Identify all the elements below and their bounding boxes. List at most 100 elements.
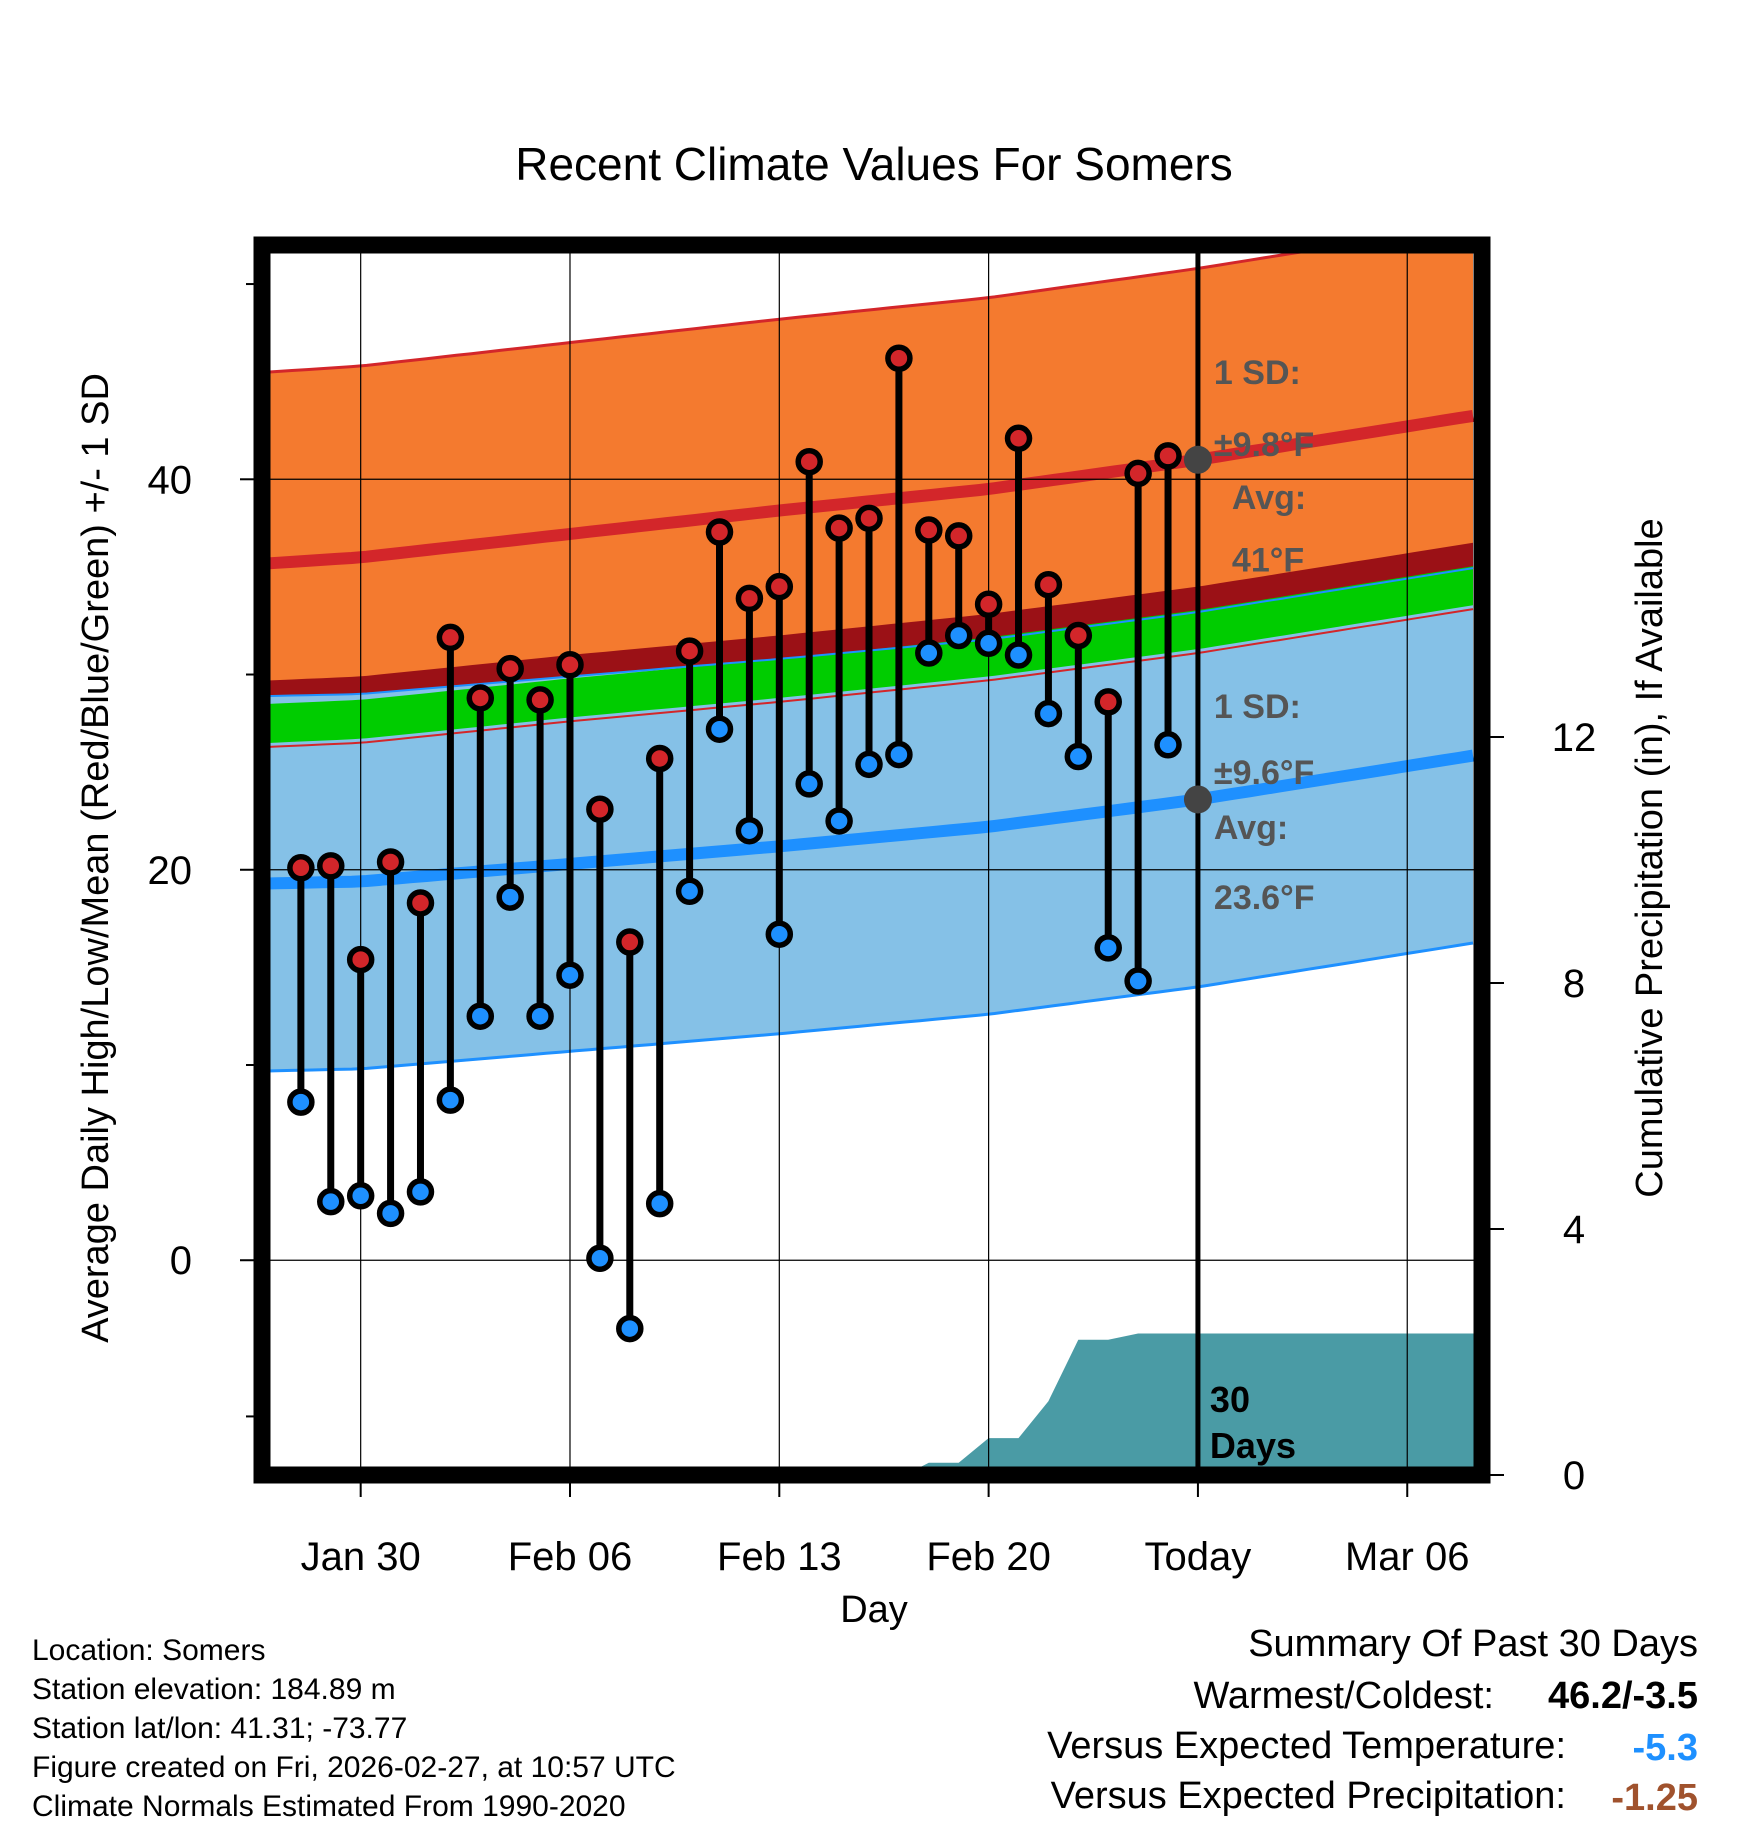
footer-elevation: Station elevation: 184.89 m: [32, 1673, 396, 1706]
daily-low-marker: [855, 750, 883, 779]
daily-high-marker: [795, 447, 823, 476]
low-sd-lower-line: [262, 941, 1474, 1073]
daily-low-marker: [974, 629, 1003, 658]
y2-tick-label: 4: [1563, 1208, 1585, 1252]
summary-precip-value: -1.25: [1611, 1777, 1698, 1819]
daily-low-marker: [885, 740, 913, 769]
daily-low-marker: [1154, 731, 1182, 759]
high-avg-value: 41°F: [1232, 541, 1304, 579]
x-tick-label: Today: [1145, 1535, 1252, 1579]
y-tick-label: 20: [148, 849, 193, 893]
low-avg-today-marker: [1183, 785, 1212, 814]
daily-low-marker: [944, 621, 973, 650]
summary-block: Summary Of Past 30 Days Warmest/Coldest:…: [1047, 1623, 1698, 1819]
daily-low-marker: [1004, 641, 1033, 669]
summary-temp-value: -5.3: [1633, 1727, 1698, 1769]
daily-high-marker: [1154, 442, 1182, 470]
daily-low-marker: [287, 1088, 315, 1116]
daily-low-marker: [406, 1178, 435, 1206]
footer-location: Location: Somers: [32, 1634, 265, 1667]
daily-high-marker: [1004, 424, 1033, 453]
daily-high-marker: [436, 623, 465, 652]
daily-low-marker: [616, 1314, 644, 1343]
daily-high-marker: [885, 344, 913, 372]
daily-low-marker: [1094, 934, 1122, 962]
daily-markers: [287, 344, 1182, 1343]
summary-warm-cold-value: 46.2/-3.5: [1548, 1675, 1698, 1717]
low-sd-label: 1 SD:: [1214, 688, 1301, 726]
high-avg-label: Avg:: [1232, 479, 1306, 517]
precip-area-group: [262, 1333, 1482, 1475]
high-sd-value: ±9.8°F: [1214, 426, 1314, 464]
footer-latlon: Station lat/lon: 41.31; -73.77: [32, 1712, 407, 1745]
daily-high-marker: [287, 854, 315, 882]
daily-high-marker: [765, 572, 794, 601]
daily-low-marker: [675, 877, 704, 905]
low-avg-value: 23.6°F: [1214, 879, 1315, 917]
y-tick-label: 40: [148, 458, 193, 502]
daily-low-marker: [915, 639, 943, 667]
summary-temp-label: Versus Expected Temperature:: [1047, 1725, 1566, 1767]
daily-high-marker: [526, 686, 554, 714]
low-sd-value: ±9.6°F: [1214, 754, 1314, 792]
daily-high-marker: [915, 516, 943, 544]
y2-tick-label: 8: [1563, 962, 1585, 1006]
annotations: 1 SD: ±9.8°F Avg: 41°F 1 SD: ±9.6°F Avg: 23.6°F…: [1183, 354, 1315, 1466]
chart-title: Recent Climate Values For Somers: [515, 138, 1233, 190]
summary-warm-cold-label: Warmest/Coldest:: [1193, 1675, 1494, 1717]
daily-high-marker: [1064, 621, 1093, 650]
daily-high-marker: [675, 637, 704, 665]
daily-low-marker: [496, 883, 524, 911]
high-avg-today-marker: [1183, 445, 1212, 474]
y-tick-label: 0: [170, 1239, 192, 1283]
daily-high-marker: [616, 928, 644, 956]
high-sd-label: 1 SD:: [1214, 354, 1301, 392]
daily-low-marker: [1124, 967, 1152, 995]
daily-high-marker: [376, 848, 405, 876]
x-tick-label: Mar 06: [1345, 1535, 1470, 1579]
y-axis-label: Average Daily High/Low/Mean (Red/Blue/Gr…: [75, 373, 117, 1343]
plot-frame: [253, 236, 1491, 1484]
daily-high-marker: [825, 514, 853, 542]
period-label-number: 30: [1210, 1379, 1250, 1420]
low-avg-label: Avg:: [1214, 809, 1288, 847]
daily-low-marker: [795, 770, 823, 798]
daily-low-marker: [586, 1244, 614, 1273]
low-avg-line: [262, 749, 1474, 890]
daily-high-marker: [705, 518, 734, 546]
period-label-days: Days: [1210, 1425, 1296, 1466]
footer-info: Location: Somers Station elevation: 184.…: [32, 1634, 676, 1823]
precip-area: [262, 1333, 1482, 1475]
daily-low-marker: [1064, 742, 1093, 771]
x-axis-label: Day: [840, 1589, 908, 1631]
daily-low-marker: [376, 1199, 405, 1228]
daily-low-marker: [1034, 699, 1063, 728]
daily-high-marker: [317, 852, 345, 880]
daily-high-marker: [1094, 688, 1122, 716]
daily-high-marker: [1034, 570, 1063, 599]
daily-high-marker: [586, 795, 614, 823]
daily-low-marker: [436, 1086, 465, 1114]
daily-low-marker: [526, 1002, 554, 1030]
y2-tick-label: 12: [1552, 716, 1597, 760]
daily-high-marker: [1124, 459, 1152, 488]
daily-stems: [297, 358, 1172, 1329]
summary-title: Summary Of Past 30 Days: [1248, 1623, 1698, 1665]
high-sd-upper-line: [262, 245, 1355, 374]
daily-high-marker: [974, 590, 1003, 618]
daily-high-marker: [346, 945, 375, 974]
daily-high-marker: [496, 654, 524, 683]
daily-low-marker: [466, 1002, 495, 1030]
x-tick-label: Feb 13: [717, 1535, 842, 1579]
daily-low-marker: [645, 1189, 674, 1218]
x-tick-label: Feb 06: [508, 1535, 633, 1579]
daily-high-marker: [406, 889, 435, 917]
daily-low-marker: [705, 715, 734, 743]
x-tick-label: Jan 30: [301, 1535, 421, 1579]
y2-tick-label: 0: [1563, 1454, 1585, 1498]
daily-high-marker: [855, 504, 883, 533]
axes: Jan 30 Feb 06 Feb 13 Feb 20 Today Mar 0602040…: [148, 283, 1597, 1579]
daily-low-marker: [317, 1187, 345, 1216]
high-avg-line: [262, 409, 1474, 570]
